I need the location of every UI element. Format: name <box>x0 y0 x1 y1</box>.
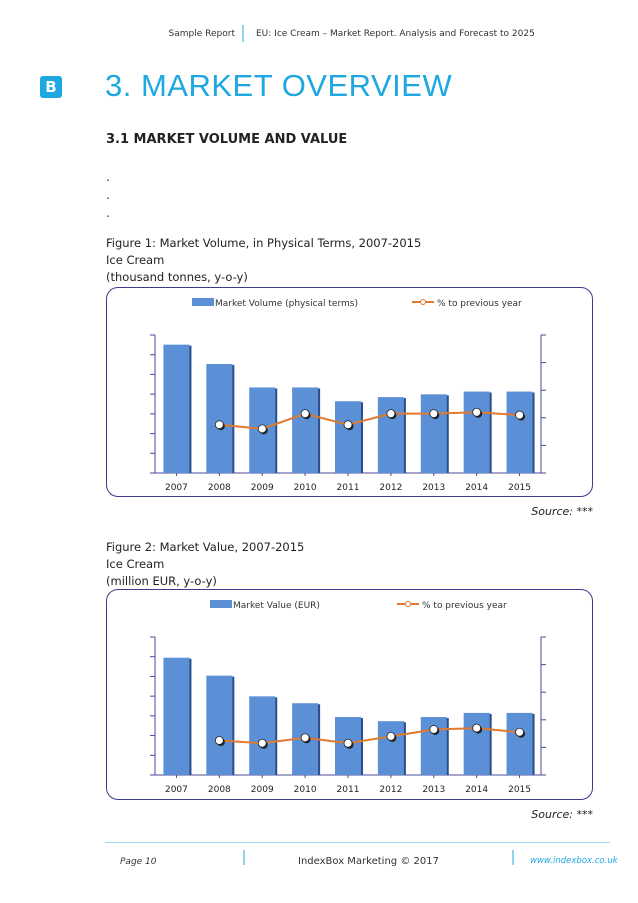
x-tick-label: 2009 <box>251 483 274 493</box>
footer-rule <box>105 842 610 843</box>
growth-point <box>257 738 267 748</box>
bar-2009 <box>249 696 276 775</box>
growth-line <box>219 411 520 430</box>
footer-copyright: IndexBox Marketing © 2017 <box>298 856 439 867</box>
x-tick-label: 2007 <box>165 785 188 795</box>
figure2-caption: Figure 2: Market Value, 2007-2015 <box>106 540 305 554</box>
x-tick-label: 2013 <box>422 785 445 795</box>
growth-point <box>300 733 310 743</box>
growth-point <box>343 420 353 430</box>
logo-letter: B <box>45 78 57 96</box>
growth-point <box>386 731 396 741</box>
figure2-source: Source: *** <box>531 808 593 821</box>
legend-line-label: % to previous year <box>422 601 507 611</box>
figure2-product: Ice Cream <box>106 557 165 571</box>
legend-bar-label: Market Value (EUR) <box>233 601 320 611</box>
legend-line-marker <box>405 601 411 607</box>
figure2-chart-frame: Market Value (EUR) % to previous year 2007… <box>106 589 593 800</box>
growth-point <box>214 736 224 745</box>
x-tick-label: 2011 <box>337 483 360 493</box>
x-tick-label: 2011 <box>337 785 360 795</box>
bar-2008 <box>206 363 233 473</box>
ellipsis-line: . <box>106 206 110 220</box>
page-title: 3. MARKET OVERVIEW <box>105 68 453 103</box>
header-divider <box>242 25 244 42</box>
footer-divider <box>512 850 514 865</box>
growth-line <box>219 727 520 745</box>
figure1-source: Source: *** <box>531 505 593 518</box>
legend-line-marker <box>420 299 426 305</box>
growth-point <box>515 727 524 737</box>
x-tick-label: 2014 <box>465 785 488 795</box>
x-tick-label: 2010 <box>294 483 317 493</box>
growth-point <box>300 409 310 419</box>
bar-2012 <box>377 397 404 473</box>
figure1-units: (thousand tonnes, y-o-y) <box>106 270 248 284</box>
ellipsis-line: . <box>106 188 110 202</box>
bar-2008 <box>206 675 233 775</box>
bar-2013 <box>420 394 447 473</box>
legend-bar-swatch <box>210 600 232 608</box>
figure1-chart: Market Volume (physical terms) % to previ… <box>150 298 546 493</box>
bar-2014 <box>463 391 490 473</box>
growth-point <box>214 420 224 430</box>
header-report-label: Sample Report <box>168 29 235 39</box>
section-heading: 3.1 MARKET VOLUME AND VALUE <box>106 132 348 147</box>
x-tick-label: 2009 <box>251 785 274 795</box>
x-tick-label: 2015 <box>508 483 531 493</box>
figure1-chart-frame: Market Volume (physical terms) % to previ… <box>106 287 593 497</box>
x-tick-label: 2008 <box>208 483 231 493</box>
x-tick-label: 2012 <box>379 483 402 493</box>
legend-line-label: % to previous year <box>437 299 522 309</box>
legend-bar-swatch <box>192 298 214 306</box>
growth-point <box>472 723 482 733</box>
growth-point <box>472 407 482 417</box>
figure1-caption: Figure 1: Market Volume, in Physical Ter… <box>106 236 422 250</box>
bar-2007 <box>163 657 190 775</box>
bar-2007 <box>163 344 190 473</box>
x-tick-label: 2007 <box>165 483 188 493</box>
x-tick-label: 2014 <box>465 483 488 493</box>
x-tick-label: 2010 <box>294 785 317 795</box>
bar-2012 <box>377 721 404 775</box>
growth-point <box>429 409 439 419</box>
growth-point <box>343 738 353 748</box>
footer-divider <box>243 850 245 865</box>
bar-2015 <box>506 391 533 473</box>
figure2-units: (million EUR, y-o-y) <box>106 574 217 588</box>
x-tick-label: 2013 <box>422 483 445 493</box>
figure1-product: Ice Cream <box>106 253 165 267</box>
x-tick-label: 2008 <box>208 785 231 795</box>
bar-2014 <box>463 712 490 775</box>
x-tick-label: 2012 <box>379 785 402 795</box>
bar-2010 <box>292 387 319 473</box>
footer-website-link[interactable]: www.indexbox.co.uk <box>530 856 618 866</box>
x-tick-label: 2015 <box>508 785 531 795</box>
growth-point <box>386 409 396 419</box>
section-logo-icon: B <box>40 76 62 98</box>
header-report-title: EU: Ice Cream – Market Report. Analysis … <box>256 29 535 39</box>
bar-2011 <box>335 401 361 473</box>
growth-point <box>257 424 267 434</box>
legend-bar-label: Market Volume (physical terms) <box>215 299 358 309</box>
growth-point <box>515 410 524 420</box>
bar-2015 <box>506 712 533 775</box>
footer-page-number: Page 10 <box>120 857 157 867</box>
ellipsis-line: . <box>106 170 110 184</box>
growth-point <box>429 725 439 734</box>
figure2-chart: Market Value (EUR) % to previous year 2007… <box>150 600 546 795</box>
